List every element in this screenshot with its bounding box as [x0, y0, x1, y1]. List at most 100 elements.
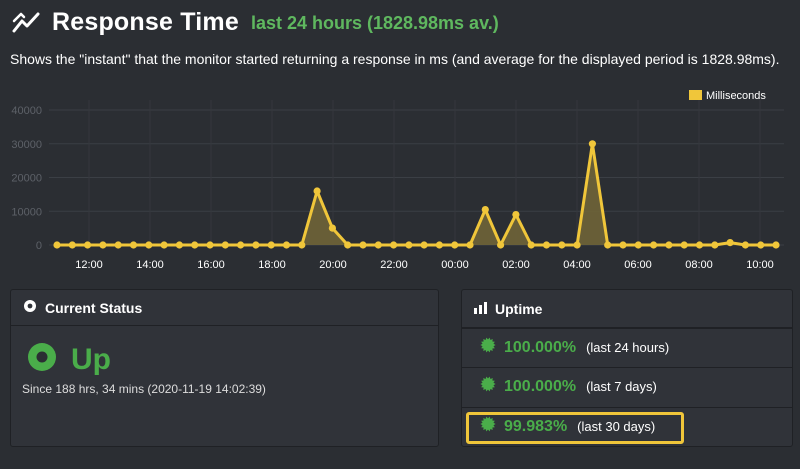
uptime-row-7d: 100.000% (last 7 days) — [462, 367, 792, 405]
x-tick-label: 14:00 — [136, 259, 164, 271]
data-point[interactable] — [206, 241, 214, 249]
response-time-chart: 0 10000 20000 30000 40000 12:00 14:00 16:00 18:0… — [0, 80, 800, 276]
data-point[interactable] — [282, 241, 291, 249]
data-point[interactable] — [497, 241, 505, 249]
data-point[interactable] — [711, 241, 719, 249]
data-point[interactable] — [221, 241, 229, 249]
legend-label[interactable]: Milliseconds — [706, 90, 766, 102]
data-point[interactable] — [99, 241, 107, 249]
data-point[interactable] — [573, 241, 581, 249]
x-tick-label: 12:00 — [75, 259, 103, 271]
data-point[interactable] — [145, 241, 153, 249]
up-status-icon — [27, 342, 57, 377]
data-point[interactable] — [527, 241, 535, 249]
data-point[interactable] — [726, 239, 734, 247]
page-subtitle: last 24 hours (1828.98ms av.) — [250, 12, 499, 33]
data-point[interactable] — [588, 140, 597, 148]
data-point[interactable] — [252, 241, 260, 249]
data-point[interactable] — [129, 241, 138, 249]
page-title: Response Time — [52, 7, 239, 36]
data-point[interactable] — [390, 241, 398, 249]
legend-swatch — [689, 90, 702, 100]
uptime-panel: Uptime 100.000% (last 24 hours) 100.000%… — [461, 289, 793, 447]
chart-description: Shows the "instant" that the monitor sta… — [10, 51, 780, 67]
uptime-row-24h: 100.000% (last 24 hours) — [462, 328, 792, 366]
data-point[interactable] — [68, 241, 76, 249]
data-point[interactable] — [374, 241, 382, 249]
uptime-percent: 99.983% — [504, 417, 568, 435]
data-point[interactable] — [435, 241, 443, 249]
starburst-icon — [480, 376, 496, 397]
y-tick-label: 40000 — [11, 105, 42, 117]
uptime-title: Uptime — [495, 300, 543, 317]
uptime-period: (last 7 days) — [586, 379, 657, 394]
status-indicator: Up — [27, 342, 111, 377]
data-point[interactable] — [405, 241, 413, 249]
data-point[interactable] — [298, 241, 306, 249]
line-chart-icon — [12, 9, 42, 35]
x-tick-label: 08:00 — [685, 259, 713, 271]
data-point[interactable] — [344, 241, 352, 249]
series-line — [57, 142, 776, 247]
x-tick-label: 22:00 — [380, 259, 408, 271]
data-point[interactable] — [191, 241, 199, 249]
data-point[interactable] — [451, 241, 459, 249]
data-point[interactable] — [604, 241, 612, 249]
x-tick-label: 10:00 — [746, 259, 774, 271]
current-status-panel: Current Status Up Since 188 hrs, 34 mins… — [10, 289, 439, 447]
status-text: Up — [71, 342, 111, 376]
uptime-period: (last 24 hours) — [586, 340, 670, 355]
data-point[interactable] — [695, 241, 704, 249]
data-point[interactable] — [114, 241, 122, 249]
y-tick-label: 0 — [36, 240, 42, 252]
x-tick-label: 06:00 — [624, 259, 652, 271]
data-point[interactable] — [542, 241, 551, 249]
bar-chart-icon — [474, 301, 487, 317]
data-point[interactable] — [512, 211, 520, 219]
data-point[interactable] — [267, 241, 275, 249]
current-status-header: Current Status — [11, 290, 438, 326]
current-status-title: Current Status — [45, 299, 143, 316]
page-header: Response Time last 24 hours (1828.98ms a… — [12, 6, 499, 38]
data-point[interactable] — [757, 241, 765, 249]
uptime-percent: 100.000% — [504, 338, 577, 356]
uptime-period: (last 30 days) — [577, 419, 656, 434]
data-point[interactable] — [328, 224, 336, 232]
starburst-icon — [480, 416, 496, 437]
data-point[interactable] — [313, 187, 321, 195]
x-tick-label: 16:00 — [197, 259, 225, 271]
data-point[interactable] — [650, 241, 658, 249]
x-tick-label: 18:00 — [258, 259, 286, 271]
x-tick-label: 20:00 — [319, 259, 347, 271]
series-area — [57, 143, 776, 245]
y-tick-label: 20000 — [11, 173, 42, 185]
data-point[interactable] — [175, 241, 183, 249]
x-tick-label: 04:00 — [563, 259, 591, 271]
data-point[interactable] — [420, 241, 428, 249]
uptime-percent: 100.000% — [504, 377, 577, 395]
data-point[interactable] — [359, 241, 367, 249]
data-point[interactable] — [558, 241, 566, 249]
data-point[interactable] — [741, 241, 750, 249]
data-point[interactable] — [53, 241, 61, 249]
starburst-icon — [480, 337, 496, 358]
data-point[interactable] — [160, 241, 168, 249]
data-point[interactable] — [481, 206, 489, 214]
x-tick-label: 02:00 — [502, 259, 530, 271]
data-point[interactable] — [772, 241, 780, 249]
data-point[interactable] — [84, 241, 92, 249]
uptime-header: Uptime — [462, 290, 792, 328]
y-tick-label: 10000 — [11, 206, 42, 218]
x-tick-label: 00:00 — [441, 259, 469, 271]
data-point[interactable] — [237, 241, 245, 249]
data-point[interactable] — [466, 241, 474, 249]
status-since: Since 188 hrs, 34 mins (2020-11-19 14:02… — [22, 382, 266, 396]
data-point[interactable] — [665, 241, 673, 249]
y-tick-label: 30000 — [11, 139, 42, 151]
chart-svg: 0 10000 20000 30000 40000 12:00 14:00 16:00 18:0… — [11, 90, 784, 271]
status-dot-icon — [23, 299, 37, 316]
data-point[interactable] — [619, 241, 627, 249]
data-point[interactable] — [680, 241, 688, 249]
data-point[interactable] — [634, 241, 642, 249]
uptime-row-30d: 99.983% (last 30 days) — [462, 407, 792, 445]
